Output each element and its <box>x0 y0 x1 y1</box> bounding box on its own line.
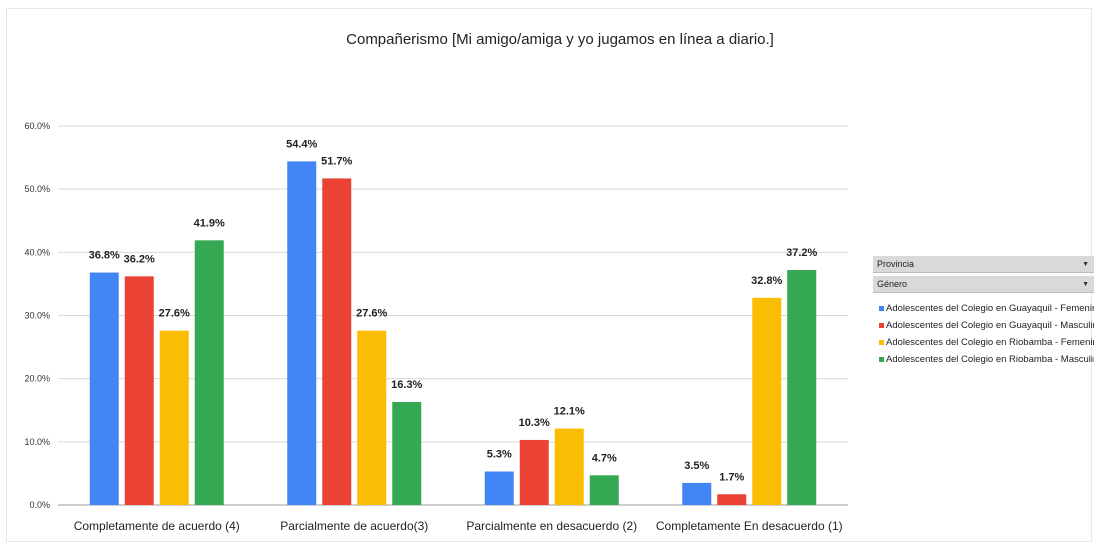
bar[interactable] <box>484 471 514 505</box>
genero-filter-dropdown[interactable]: Género ▼ <box>873 276 1094 293</box>
chart-title: Compañerismo [Mi amigo/amiga y yo jugamo… <box>346 31 774 48</box>
legend-item[interactable]: Adolescentes del Colegio en Riobamba - M… <box>879 351 1094 368</box>
bar[interactable] <box>682 482 712 505</box>
y-axis-tick-labels: 0.0% 10.0% 20.0% 30.0% 40.0% 50.0% 60.0% <box>24 121 50 510</box>
bar-data-label: 37.2% <box>786 247 817 259</box>
bar[interactable] <box>392 402 422 505</box>
bar[interactable] <box>194 240 224 505</box>
legend-label: Adolescentes del Colegio en Riobamba - M… <box>886 354 1094 365</box>
legend-item[interactable]: Adolescentes del Colegio en Riobamba - F… <box>879 334 1094 351</box>
legend-item[interactable]: Adolescentes del Colegio en Guayaquil - … <box>879 300 1094 317</box>
bar-data-label: 36.8% <box>89 250 120 262</box>
filter-legend-panel: Provincia ▼ Género ▼ Adolescentes del Co… <box>873 256 1094 368</box>
legend-item[interactable]: Adolescentes del Colegio en Guayaquil - … <box>879 317 1094 334</box>
bar[interactable] <box>89 272 119 505</box>
genero-filter-label: Género <box>877 279 908 289</box>
bar-data-label: 27.6% <box>356 308 387 320</box>
y-tick-label: 40.0% <box>24 247 50 257</box>
legend-swatch <box>879 323 884 328</box>
chevron-down-icon: ▼ <box>1082 260 1089 268</box>
chart-legend: Adolescentes del Colegio en Guayaquil - … <box>873 300 1094 368</box>
bar[interactable] <box>589 475 619 505</box>
legend-label: Adolescentes del Colegio en Guayaquil - … <box>886 320 1094 331</box>
bar[interactable] <box>357 330 387 505</box>
y-tick-label: 10.0% <box>24 437 50 447</box>
bar-data-label: 5.3% <box>487 449 512 461</box>
bar-data-label: 27.6% <box>159 308 190 320</box>
bar[interactable] <box>717 494 747 505</box>
data-labels: 36.8% 36.2% 27.6% 41.9% 54.4% 51.7% 27.6% 16.3%… <box>89 138 818 483</box>
y-tick-label: 0.0% <box>29 500 50 510</box>
bar[interactable] <box>322 178 352 505</box>
bar-data-label: 51.7% <box>321 155 352 167</box>
y-tick-label: 60.0% <box>24 121 50 131</box>
x-category-label: Completamente de acuerdo (4) <box>74 519 240 533</box>
chevron-down-icon: ▼ <box>1082 280 1089 288</box>
bar[interactable] <box>519 439 549 505</box>
bar-data-label: 1.7% <box>719 471 744 483</box>
legend-label: Adolescentes del Colegio en Guayaquil - … <box>886 303 1094 314</box>
bar-data-label: 16.3% <box>391 379 422 391</box>
bar-data-label: 41.9% <box>194 217 225 229</box>
bar-data-label: 3.5% <box>684 460 709 472</box>
bar[interactable] <box>124 276 154 505</box>
legend-swatch <box>879 340 884 345</box>
bar[interactable] <box>287 161 317 505</box>
bars <box>89 161 817 505</box>
bar-data-label: 10.3% <box>519 417 550 429</box>
bar-data-label: 4.7% <box>592 452 617 464</box>
y-tick-label: 20.0% <box>24 374 50 384</box>
x-category-label: Completamente En desacuerdo (1) <box>656 519 843 533</box>
provincia-filter-label: Provincia <box>877 259 915 269</box>
provincia-filter-dropdown[interactable]: Provincia ▼ <box>873 256 1094 273</box>
x-category-label: Parcialmente en desacuerdo (2) <box>466 519 637 533</box>
bar-data-label: 12.1% <box>554 406 585 418</box>
bar-data-label: 36.2% <box>124 253 155 265</box>
x-axis-category-labels: Completamente de acuerdo (4) Parcialmente… <box>74 519 843 533</box>
legend-label: Adolescentes del Colegio en Riobamba - F… <box>886 337 1094 348</box>
bar[interactable] <box>752 297 782 505</box>
bar[interactable] <box>554 428 584 505</box>
bar-data-label: 54.4% <box>286 138 317 150</box>
bar-data-label: 32.8% <box>751 275 782 287</box>
legend-swatch <box>879 306 884 311</box>
x-category-label: Parcialmente de acuerdo(3) <box>280 519 428 533</box>
y-tick-label: 30.0% <box>24 311 50 321</box>
gridlines <box>58 125 848 506</box>
bar[interactable] <box>787 270 817 505</box>
y-tick-label: 50.0% <box>24 184 50 194</box>
legend-swatch <box>879 357 884 362</box>
bar[interactable] <box>159 330 189 505</box>
